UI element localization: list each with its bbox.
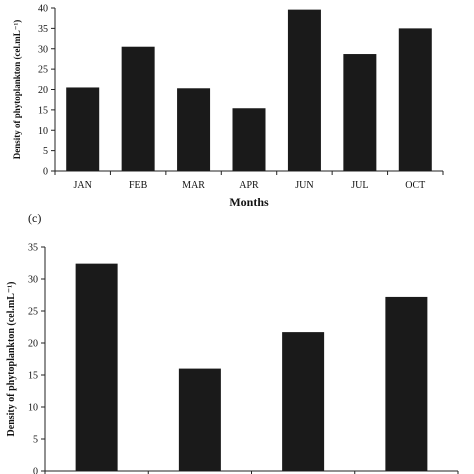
chart0-x-tick-label: MAR [182,180,205,191]
chart1-y-tick-label: 20 [28,339,38,350]
chart1-bar-2 [178,368,221,471]
chart1-bar-1 [75,263,118,471]
chart0-bar-5 [287,9,321,171]
chart0-y-tick-label: 35 [38,24,48,35]
chart0-y-tick-label: 10 [38,126,48,137]
chart0-bar-1 [66,87,100,171]
chart0-x-tick-label: FEB [129,180,148,191]
chart0-bar-6 [343,54,377,171]
chart1-y-tick-label: 5 [33,435,38,446]
chart0-y-axis-title: Density of phytoplankton (cel.mL⁻¹) [12,20,22,159]
chart1-y-tick-label: 25 [28,307,38,318]
chart1-y-tick-label: 0 [33,467,38,474]
chart1-y-tick-label: 30 [28,275,38,286]
chart1-bar-3 [282,332,325,471]
chart0-y-tick-label: 5 [43,146,48,157]
chart1-y-tick-label: 35 [28,243,38,254]
chart0-x-tick-label: JAN [74,180,92,191]
chart0-x-tick-label: JUN [295,180,313,191]
chart0-x-axis-title: Months [229,195,269,209]
chart0-bar-3 [177,88,211,171]
chart0-y-tick-label: 30 [38,44,48,55]
chart1-y-axis-title: Density of phytoplankton (cel.mL⁻¹) [6,282,17,437]
chart0-y-tick-label: 15 [38,105,48,116]
chart0-y-tick-label: 25 [38,65,48,76]
chart1-y-tick-label: 15 [28,371,38,382]
chart-top: 0 5 10 15 20 25 30 35 40 JAN FEB MAR APR JUN JUL OCT Mon… [12,4,444,209]
chart0-bar-7 [398,28,432,171]
chart0-y-tick-label: 0 [43,167,48,178]
chart-bottom: 0 5 10 15 20 25 30 35 Density of phytoplankton (… [6,211,459,474]
chart0-bar-4 [232,108,266,171]
chart0-y-tick-label: 20 [38,85,48,96]
chart1-y-tick-label: 10 [28,403,38,414]
chart0-x-tick-label: JUL [351,180,368,191]
chart0-x-tick-label: OCT [405,180,425,191]
chart0-bar-2 [121,46,155,171]
chart0-y-tick-label: 40 [38,4,48,15]
chart1-panel-label: (c) [28,211,41,225]
chart0-x-tick-label: APR [239,180,259,191]
chart1-bar-4 [385,296,428,471]
